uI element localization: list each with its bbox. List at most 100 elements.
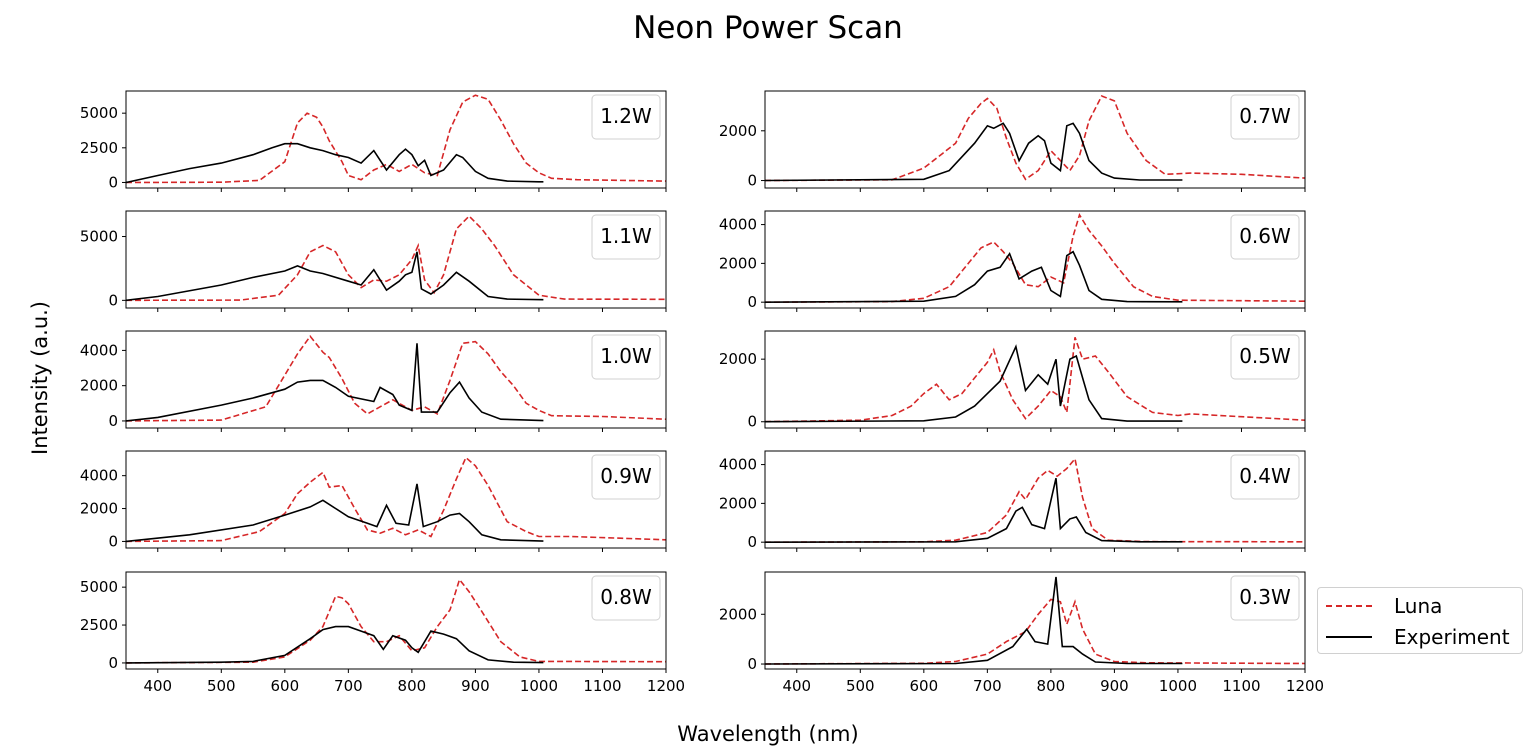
plot-frame bbox=[764, 210, 1306, 309]
panel-label-box bbox=[591, 334, 661, 380]
y-tick-label: 5000 bbox=[80, 104, 118, 122]
panel-label: 1.1W bbox=[600, 224, 652, 248]
y-tick-label: 2000 bbox=[719, 350, 757, 368]
series-experiment-line bbox=[126, 142, 544, 184]
series-experiment-line bbox=[765, 122, 1183, 182]
panel-1.1W: 0 5000 1.1W bbox=[80, 210, 667, 312]
y-tick-label: 2000 bbox=[719, 122, 757, 140]
panel-label-box bbox=[1230, 575, 1300, 621]
panel-0.7W: 0 2000 0.7W bbox=[719, 90, 1306, 192]
plot-frame bbox=[764, 571, 1306, 670]
panel-label-box bbox=[591, 214, 661, 260]
plot-frame bbox=[125, 450, 667, 549]
legend-item-luna: Luna bbox=[1326, 593, 1442, 619]
x-tick-label: 900 bbox=[461, 677, 490, 695]
plot-frame bbox=[764, 330, 1306, 429]
legend: Luna Experiment bbox=[1317, 587, 1523, 654]
x-tick-label: 1000 bbox=[520, 677, 558, 695]
panel-label-box bbox=[591, 454, 661, 500]
y-tick-label: 2500 bbox=[80, 139, 118, 157]
legend-item-experiment: Experiment bbox=[1326, 624, 1510, 650]
panel-label: 0.6W bbox=[1239, 224, 1291, 248]
x-tick-label: 600 bbox=[910, 677, 939, 695]
plot-frame bbox=[125, 90, 667, 189]
y-tick-label: 2500 bbox=[80, 616, 118, 634]
panel-label-box bbox=[1230, 214, 1300, 260]
series-luna-line bbox=[765, 598, 1305, 665]
series-luna-line bbox=[126, 456, 666, 543]
panel-label: 0.5W bbox=[1239, 344, 1291, 368]
legend-swatch-luna bbox=[1326, 605, 1372, 607]
y-tick-label: 0 bbox=[108, 291, 118, 309]
plot-frame bbox=[125, 571, 667, 670]
x-tick-label: 800 bbox=[398, 677, 427, 695]
y-tick-label: 0 bbox=[747, 533, 757, 551]
x-axis-label: Wavelength (nm) bbox=[677, 722, 859, 746]
y-tick-label: 0 bbox=[108, 532, 118, 550]
y-tick-label: 4000 bbox=[719, 216, 757, 234]
y-tick-label: 2000 bbox=[80, 377, 118, 395]
x-tick-label: 800 bbox=[1037, 677, 1066, 695]
y-tick-label: 0 bbox=[747, 413, 757, 431]
plot-frame bbox=[764, 450, 1306, 549]
series-experiment-line bbox=[126, 625, 544, 664]
panel-label: 0.3W bbox=[1239, 585, 1291, 609]
x-tick-label: 500 bbox=[207, 677, 236, 695]
y-tick-label: 0 bbox=[108, 412, 118, 430]
panel-1.0W: 0 2000 4000 1.0W bbox=[80, 330, 667, 432]
series-luna-line bbox=[126, 214, 666, 302]
plot-frame bbox=[764, 90, 1306, 189]
panel-label-box bbox=[1230, 454, 1300, 500]
series-luna-line bbox=[765, 337, 1305, 423]
panel-label: 1.2W bbox=[600, 104, 652, 128]
panel-label-box bbox=[1230, 94, 1300, 140]
y-tick-label: 0 bbox=[747, 293, 757, 311]
y-tick-label: 0 bbox=[108, 654, 118, 672]
panel-label: 0.8W bbox=[600, 585, 652, 609]
series-experiment-line bbox=[126, 343, 544, 422]
x-tick-label: 400 bbox=[782, 677, 811, 695]
x-tick-label: 1100 bbox=[583, 677, 621, 695]
x-tick-label: 700 bbox=[973, 677, 1002, 695]
y-tick-label: 2000 bbox=[719, 605, 757, 623]
panel-label-box bbox=[1230, 334, 1300, 380]
series-experiment-line bbox=[765, 250, 1183, 303]
legend-swatch-experiment bbox=[1326, 636, 1372, 638]
series-luna-line bbox=[765, 457, 1305, 544]
x-tick-label: 1000 bbox=[1159, 677, 1197, 695]
panel-0.6W: 0 2000 4000 0.6W bbox=[719, 210, 1306, 312]
series-experiment-line bbox=[126, 251, 544, 302]
legend-label-experiment: Experiment bbox=[1394, 625, 1510, 649]
x-tick-label: 1200 bbox=[1286, 677, 1324, 695]
x-tick-label: 700 bbox=[334, 677, 363, 695]
x-tick-label: 600 bbox=[271, 677, 300, 695]
panel-label: 1.0W bbox=[600, 344, 652, 368]
panel-1.2W: 0 2500 5000 1.2W bbox=[80, 90, 667, 192]
x-tick-label: 1200 bbox=[647, 677, 685, 695]
panel-0.8W: 0 2500 5000 400 500 600 700 800 900 1000 1100 1200 0… bbox=[80, 571, 685, 695]
y-tick-label: 4000 bbox=[80, 341, 118, 359]
y-tick-label: 4000 bbox=[719, 456, 757, 474]
series-luna-line bbox=[126, 94, 666, 184]
y-tick-label: 2000 bbox=[719, 494, 757, 512]
y-tick-label: 5000 bbox=[80, 228, 118, 246]
series-experiment-line bbox=[765, 576, 1183, 665]
series-luna-line bbox=[765, 94, 1305, 182]
y-tick-label: 4000 bbox=[80, 467, 118, 485]
panel-0.4W: 0 2000 4000 0.4W bbox=[719, 450, 1306, 552]
series-experiment-line bbox=[765, 478, 1183, 544]
series-experiment-line bbox=[126, 483, 544, 543]
x-tick-label: 500 bbox=[846, 677, 875, 695]
y-tick-label: 0 bbox=[747, 655, 757, 673]
panel-0.3W: 0 2000 400 500 600 700 800 900 1000 1100 1200 0.3W bbox=[719, 571, 1324, 695]
y-tick-label: 2000 bbox=[719, 254, 757, 272]
panel-label-box bbox=[591, 94, 661, 140]
plot-frame bbox=[125, 210, 667, 309]
panel-label: 0.9W bbox=[600, 464, 652, 488]
plot-frame bbox=[125, 330, 667, 429]
x-tick-label: 400 bbox=[143, 677, 172, 695]
series-luna-line bbox=[765, 212, 1305, 304]
x-tick-label: 900 bbox=[1100, 677, 1129, 695]
panel-0.9W: 0 2000 4000 0.9W bbox=[80, 450, 667, 552]
